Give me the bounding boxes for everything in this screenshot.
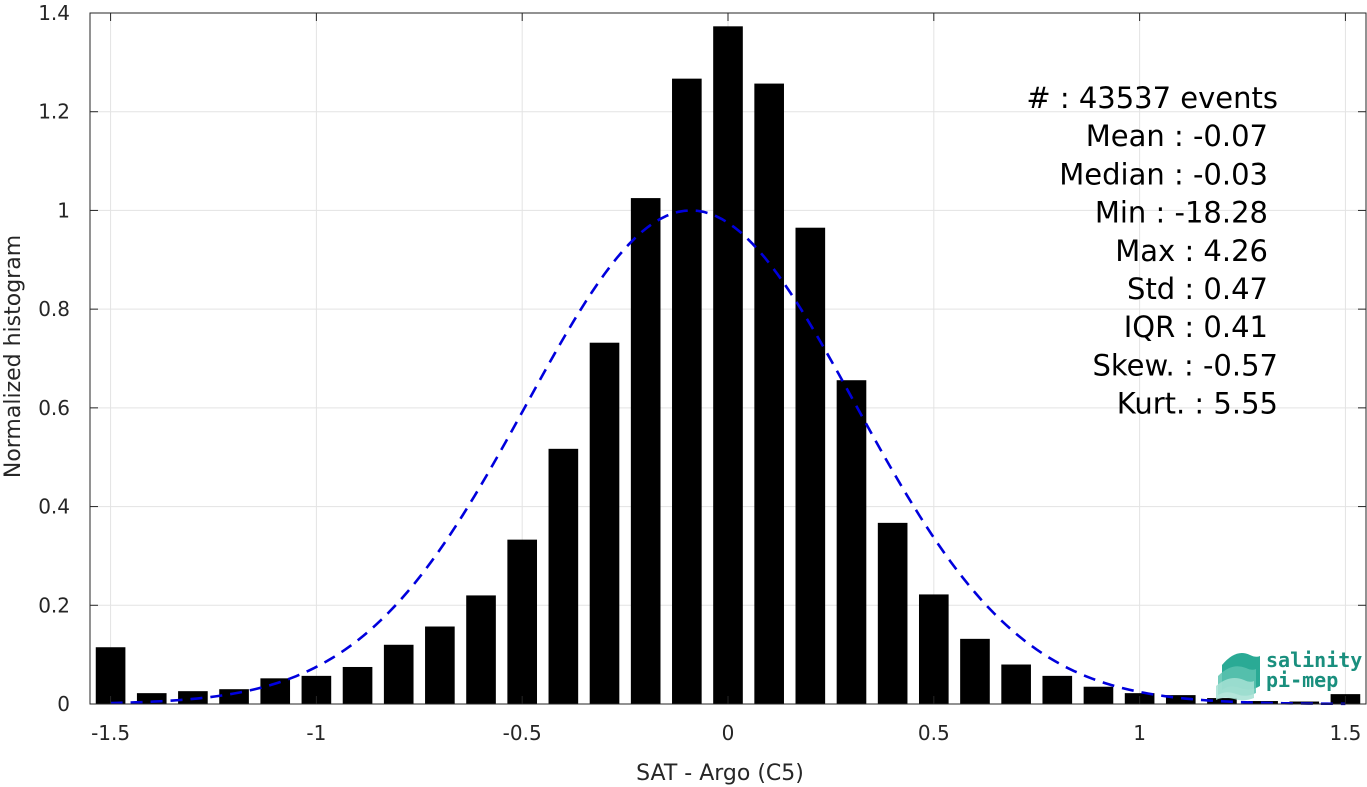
histogram-bar — [918, 594, 949, 704]
salinity-pi-mep-logo: salinity pi-mep — [1216, 648, 1362, 701]
stat-line: # : 43537 events — [1026, 81, 1278, 115]
histogram-bar — [960, 638, 990, 704]
histogram-bar — [672, 78, 702, 704]
y-tick-label: 0.8 — [38, 297, 70, 321]
histogram-bar — [425, 626, 455, 704]
x-tick-label: 0 — [722, 721, 735, 745]
y-tick-label: 0.6 — [38, 396, 70, 420]
stat-line: Mean : -0.07 — [1086, 119, 1268, 153]
wave-logo-icon — [1216, 652, 1260, 701]
x-axis-label: SAT - Argo (C5) — [636, 761, 804, 786]
y-tick-label: 0 — [57, 692, 70, 716]
stat-line: Max : 4.26 — [1115, 234, 1268, 268]
x-axis-ticks: -1.5 -1 -0.5 0 0.5 1 1.5 — [91, 13, 1361, 745]
histogram-bar — [136, 693, 167, 704]
histogram-bar — [507, 539, 538, 704]
stats-annotation: # : 43537 events Mean : -0.07 Median : -0.… — [1026, 81, 1278, 421]
stat-line: Min : -18.28 — [1095, 196, 1268, 230]
histogram-bar — [342, 666, 373, 704]
histogram-bar — [95, 647, 126, 704]
stat-line: Median : -0.03 — [1059, 157, 1268, 191]
histogram-bar — [1042, 675, 1073, 704]
histogram-bar — [795, 227, 826, 705]
histogram-bar — [713, 26, 743, 705]
y-tick-label: 1.2 — [38, 100, 70, 124]
histogram-bar — [1165, 695, 1196, 704]
histogram-bar — [260, 678, 291, 704]
x-tick-label: 1 — [1133, 721, 1146, 745]
stat-line: Kurt. : 5.55 — [1117, 387, 1278, 421]
histogram-bar — [1083, 686, 1114, 704]
histogram-bar — [466, 595, 496, 704]
x-tick-label: -1.5 — [91, 721, 130, 745]
histogram-bar — [383, 644, 414, 704]
histogram-bar — [1001, 664, 1031, 704]
histogram-bar — [548, 448, 579, 704]
stat-line: Skew. : -0.57 — [1092, 348, 1278, 382]
stat-line: IQR : 0.41 — [1124, 310, 1268, 344]
histogram-bar — [178, 691, 208, 704]
x-tick-label: -1 — [306, 721, 326, 745]
histogram-bar — [630, 198, 661, 704]
stat-line: Std : 0.47 — [1127, 272, 1268, 306]
histogram-bar — [754, 83, 784, 705]
histogram-bar — [589, 342, 620, 704]
y-tick-label: 0.4 — [38, 495, 70, 519]
logo-line1: salinity — [1266, 648, 1362, 672]
x-tick-label: 0.5 — [918, 721, 950, 745]
y-axis-ticks: 0 0.2 0.4 0.6 0.8 1 1.2 1.4 — [38, 1, 1366, 716]
y-tick-label: 1 — [57, 198, 70, 222]
histogram-bar — [836, 380, 867, 704]
y-axis-label: Normalized histogram — [1, 235, 26, 478]
logo-line2: pi-mep — [1266, 668, 1338, 692]
y-tick-label: 0.2 — [38, 593, 70, 617]
gaussian-fit-curve — [110, 209, 1346, 706]
x-tick-label: -0.5 — [503, 721, 542, 745]
x-tick-label: 1.5 — [1330, 721, 1362, 745]
y-tick-label: 1.4 — [38, 1, 70, 25]
histogram-bar — [877, 522, 908, 704]
histogram-bar — [219, 689, 249, 704]
